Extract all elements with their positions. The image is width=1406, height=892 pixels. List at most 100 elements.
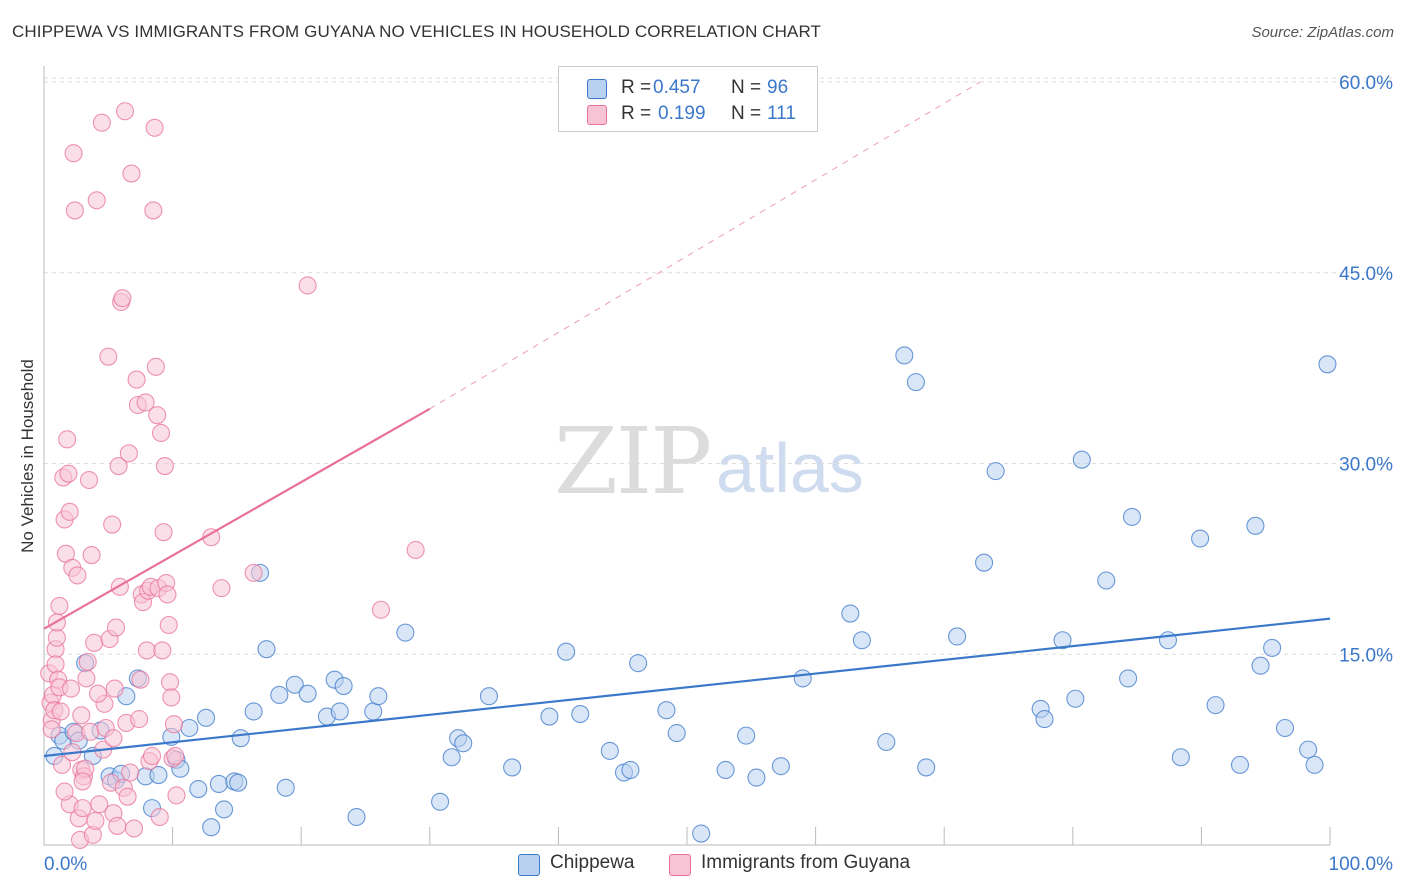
n-value: 96 — [767, 77, 789, 98]
chippewa-point — [270, 685, 289, 704]
series-legend: Chippewa Immigrants from Guyana — [0, 850, 1406, 880]
guyana-point — [52, 755, 72, 774]
guyana-point — [64, 144, 83, 163]
chippewa-trend-line — [43, 617, 1331, 758]
guyana-point — [90, 795, 109, 814]
guyana-point — [142, 746, 162, 766]
guyana-point — [118, 787, 137, 806]
chippewa-point — [1122, 507, 1142, 526]
guyana-point — [144, 201, 163, 220]
legend-label: Immigrants from Guyana — [701, 852, 911, 873]
chippewa-point — [285, 675, 304, 694]
chippewa-point — [692, 824, 711, 843]
chippewa-point — [852, 631, 871, 650]
guyana-point — [68, 566, 87, 585]
n-label: N = — [731, 103, 762, 124]
chippewa-point — [716, 760, 735, 780]
guyana-trend-extension — [429, 81, 981, 410]
guyana-point — [105, 679, 124, 698]
guyana-point — [103, 515, 122, 534]
guyana-point — [298, 276, 317, 295]
guyana-point — [73, 772, 92, 791]
guyana-point — [124, 819, 144, 838]
chippewa-point — [298, 684, 317, 703]
guyana-point — [127, 370, 146, 389]
chippewa-point — [1246, 516, 1265, 535]
chippewa-point — [986, 462, 1005, 481]
chippewa-point — [1206, 696, 1225, 715]
chippewa-point — [1119, 669, 1138, 688]
chippewa-point — [621, 760, 640, 780]
chippewa-point — [214, 800, 234, 819]
guyana-point — [121, 763, 140, 782]
y-tick-label: 60.0% — [1339, 73, 1393, 94]
x-tick-label: 100.0% — [1329, 854, 1394, 875]
guyana-point — [85, 633, 104, 652]
chippewa-point — [1251, 656, 1270, 675]
chippewa-point — [1263, 638, 1282, 657]
chippewa-point — [1305, 755, 1324, 774]
guyana-point — [131, 670, 150, 689]
guyana-point — [58, 430, 77, 449]
chippewa-point — [1191, 529, 1210, 548]
guyana-point — [55, 782, 74, 801]
guyana-point — [154, 523, 173, 542]
guyana-point — [108, 816, 127, 835]
guyana-point — [88, 684, 108, 703]
guyana-point — [119, 444, 138, 463]
chippewa-point — [1035, 710, 1054, 729]
guyana-point — [77, 669, 96, 688]
guyana-point — [167, 786, 186, 805]
chippewa-point — [1318, 355, 1337, 374]
guyana-point — [82, 546, 101, 565]
chippewa-point — [841, 604, 860, 623]
guyana-point — [166, 746, 185, 766]
source-label[interactable]: Source: ZipAtlas.com — [1251, 24, 1394, 41]
chippewa-point — [364, 702, 383, 721]
chippewa-point — [209, 774, 228, 794]
n-value: 111 — [767, 103, 796, 124]
watermark-atlas: atlas — [716, 429, 864, 507]
guyana-trend-line — [43, 407, 431, 630]
guyana-point — [153, 641, 172, 660]
guyana-point — [59, 464, 78, 483]
chippewa-point — [369, 687, 388, 706]
r-label: R = — [621, 103, 652, 124]
chippewa-point — [503, 758, 522, 777]
chippewa-point — [540, 707, 559, 726]
chart-title: CHIPPEWA VS IMMIGRANTS FROM GUYANA NO VE… — [12, 22, 822, 41]
chippewa-point — [257, 640, 276, 659]
chippewa-point — [396, 623, 415, 642]
guyana-point — [61, 679, 81, 698]
guyana-point — [150, 807, 169, 827]
chippewa-point — [431, 792, 450, 811]
chippewa-point — [1275, 718, 1295, 738]
guyana-point — [137, 641, 156, 660]
chippewa-point — [793, 669, 812, 688]
guyana-point — [158, 585, 177, 604]
guyana-point — [371, 600, 390, 619]
guyana-point — [130, 710, 149, 729]
chippewa-point — [1097, 571, 1116, 590]
guyana-point — [164, 715, 183, 734]
x-tick-label: 0.0% — [44, 854, 87, 875]
guyana-point — [86, 811, 105, 830]
legend-label: Chippewa — [550, 852, 635, 873]
guyana-point — [115, 102, 135, 121]
guyana-point — [78, 652, 97, 671]
y-tick-label: 45.0% — [1339, 264, 1393, 285]
chippewa-point — [454, 734, 473, 753]
chippewa-point — [1053, 631, 1072, 650]
guyana-point — [99, 347, 118, 366]
chippewa-point — [600, 741, 619, 760]
guyana-point — [50, 596, 69, 615]
guyana-swatch — [669, 854, 691, 876]
y-tick-label: 30.0% — [1339, 455, 1393, 476]
guyana-point — [146, 357, 165, 376]
chippewa-point — [629, 654, 648, 673]
chippewa-point — [557, 642, 576, 661]
guyana-point — [92, 113, 111, 132]
guyana-point — [47, 628, 66, 647]
guyana-swatch — [587, 105, 607, 125]
